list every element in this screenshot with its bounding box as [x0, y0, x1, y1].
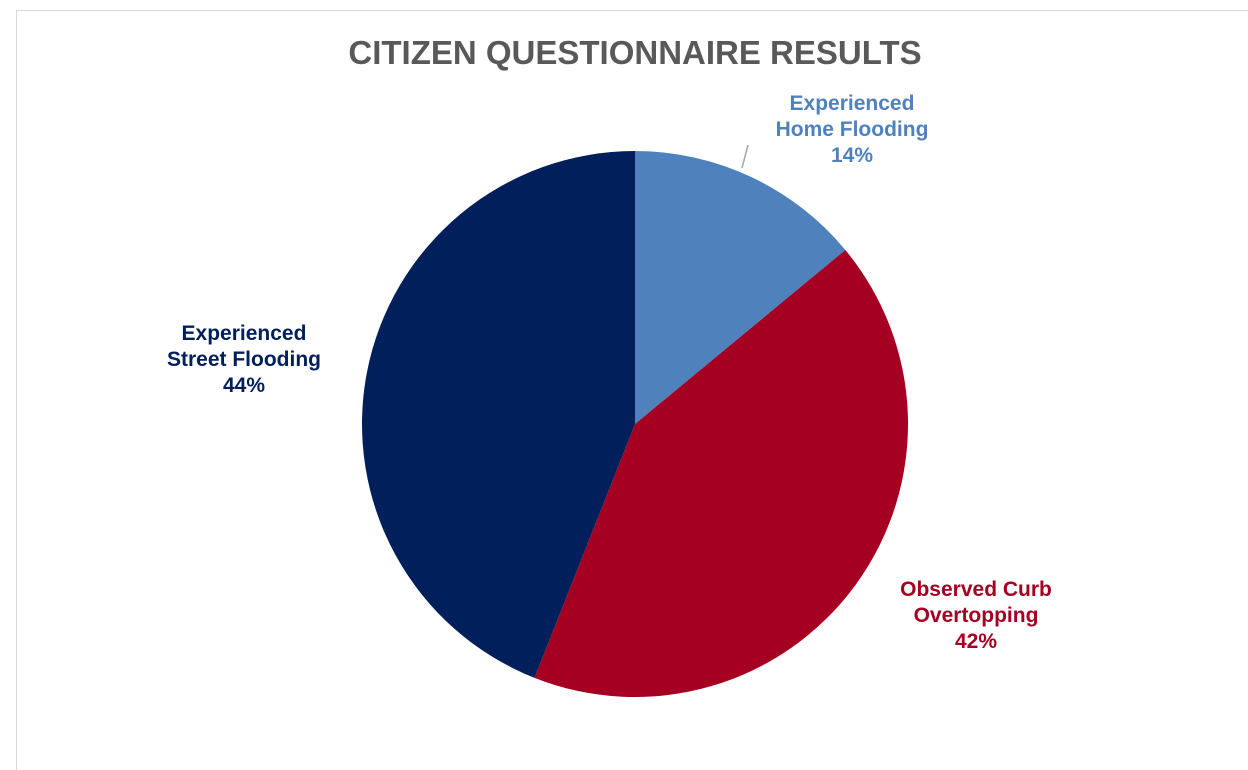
pie-slice-2 — [534, 249, 909, 698]
chart-title: CITIZEN QUESTIONNAIRE RESULTS — [348, 34, 921, 71]
slice-label-2: Observed Curb Overtopping 42% — [900, 578, 1052, 653]
slice-label-1: Experienced Home Flooding 14% — [776, 92, 929, 167]
slices-layer — [361, 150, 909, 698]
slice-value-label: 42% — [955, 630, 997, 653]
pie-slice-3 — [361, 150, 635, 678]
slice-name-line: Overtopping — [914, 604, 1039, 627]
slice-name-line: Observed Curb — [900, 578, 1052, 601]
slice-value-label: 14% — [831, 144, 873, 167]
pie-slice-1 — [635, 151, 846, 424]
slice-label-3: Experienced Street Flooding 44% — [167, 322, 321, 397]
slice-name-line: Experienced — [182, 322, 307, 345]
slice-name-line: Experienced — [790, 92, 915, 115]
labels-layer: Experienced Home Flooding 14% Observed Curb… — [167, 92, 1052, 653]
slice-name-line: Street Flooding — [167, 348, 321, 371]
slice-value-label: 44% — [223, 374, 265, 397]
leader-layer — [741, 144, 749, 169]
label-leader-line — [741, 144, 749, 169]
slice-name-line: Home Flooding — [776, 118, 929, 141]
chart-frame — [16, 10, 1248, 770]
